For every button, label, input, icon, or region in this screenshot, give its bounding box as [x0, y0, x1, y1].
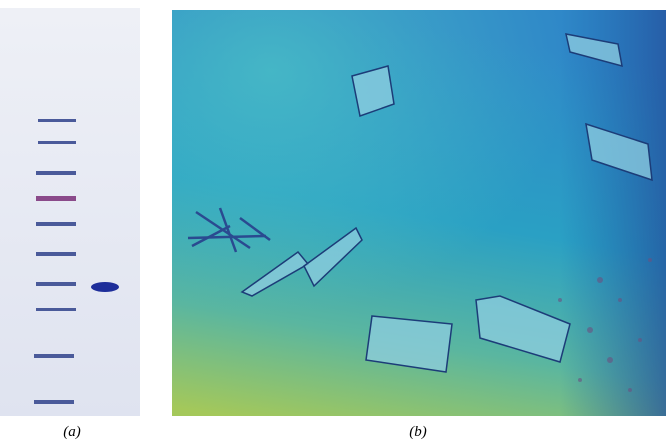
page-body: {"panels": [{"label": "(a)"}, {"label": …	[0, 0, 666, 446]
band	[34, 354, 74, 358]
speck	[638, 338, 642, 342]
band	[36, 222, 76, 226]
band	[36, 282, 76, 286]
speck	[597, 277, 603, 283]
speck	[628, 388, 632, 392]
speck	[587, 327, 593, 333]
speck	[558, 298, 562, 302]
band	[36, 196, 76, 201]
figure: (a) (b)	[0, 0, 666, 446]
band	[38, 141, 76, 144]
sample-band	[91, 282, 119, 292]
band	[36, 171, 76, 175]
speck	[648, 258, 652, 262]
band	[36, 252, 76, 256]
speck	[618, 298, 622, 302]
speck	[607, 357, 613, 363]
band	[34, 400, 74, 404]
panel-label: (a)	[63, 424, 81, 440]
speck	[578, 378, 582, 382]
gel-panel	[0, 8, 140, 416]
band	[38, 119, 76, 122]
band	[36, 308, 76, 311]
panel-label: (b)	[409, 424, 427, 440]
page: body { margin: 0; width: 666px; height: …	[0, 0, 666, 446]
micro-shadow	[560, 10, 666, 416]
crystal-panel	[172, 10, 666, 416]
